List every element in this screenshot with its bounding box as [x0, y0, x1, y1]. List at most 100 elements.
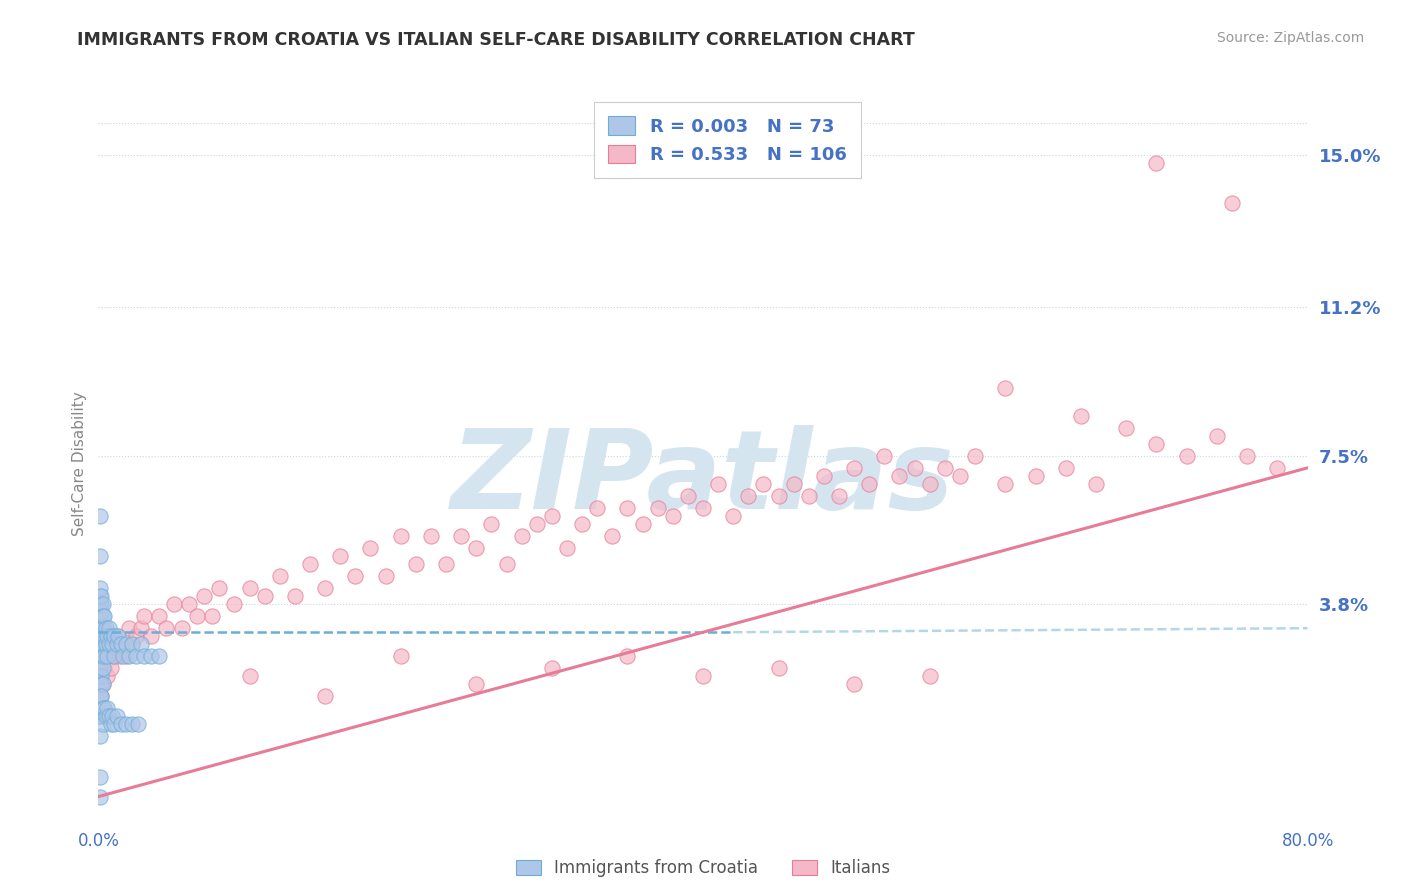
Point	[208, 581, 231, 595]
Point	[889, 468, 911, 483]
Point	[103, 649, 125, 664]
Point	[89, 709, 111, 723]
Legend: R = 0.003   N = 73, R = 0.533   N = 106: R = 0.003 N = 73, R = 0.533 N = 106	[593, 102, 860, 178]
Point	[141, 649, 163, 664]
Point	[118, 621, 141, 635]
Point	[91, 701, 114, 715]
Point	[101, 709, 124, 723]
Point	[96, 701, 118, 715]
Point	[434, 557, 457, 571]
Point	[179, 597, 201, 611]
Point	[737, 489, 759, 503]
Point	[129, 621, 152, 635]
Point	[141, 629, 163, 643]
Point	[1024, 468, 1046, 483]
Point	[676, 489, 699, 503]
Point	[526, 516, 548, 531]
Point	[89, 581, 111, 595]
Point	[813, 468, 835, 483]
Point	[692, 669, 714, 683]
Point	[465, 541, 488, 555]
Point	[510, 529, 533, 543]
Point	[93, 701, 115, 715]
Point	[389, 649, 412, 664]
Point	[94, 709, 117, 723]
Point	[602, 529, 624, 543]
Point	[91, 609, 114, 624]
Point	[89, 669, 111, 683]
Point	[224, 597, 246, 611]
Point	[90, 637, 112, 651]
Point	[89, 621, 111, 635]
Point	[155, 621, 177, 635]
Point	[89, 730, 111, 744]
Point	[105, 709, 128, 723]
Point	[101, 637, 124, 651]
Point	[98, 621, 121, 635]
Point	[918, 476, 941, 491]
Text: ZIPatlas: ZIPatlas	[451, 425, 955, 532]
Point	[89, 629, 111, 643]
Point	[555, 541, 578, 555]
Point	[96, 669, 118, 683]
Point	[89, 589, 111, 603]
Point	[90, 677, 112, 691]
Point	[934, 460, 956, 475]
Point	[121, 637, 143, 651]
Point	[96, 649, 118, 664]
Y-axis label: Self-Care Disability: Self-Care Disability	[72, 392, 87, 536]
Point	[873, 449, 896, 463]
Point	[129, 637, 152, 651]
Point	[89, 789, 111, 804]
Point	[844, 460, 866, 475]
Point	[90, 690, 112, 704]
Point	[481, 516, 503, 531]
Point	[93, 609, 115, 624]
Point	[616, 649, 638, 664]
Point	[571, 516, 593, 531]
Point	[94, 637, 117, 651]
Point	[374, 569, 396, 583]
Point	[90, 709, 112, 723]
Point	[127, 717, 149, 731]
Point	[89, 770, 111, 784]
Point	[98, 649, 121, 664]
Point	[91, 677, 114, 691]
Point	[201, 609, 224, 624]
Point	[90, 649, 112, 664]
Point	[949, 468, 972, 483]
Point	[107, 629, 129, 643]
Point	[89, 637, 111, 651]
Point	[647, 500, 669, 515]
Point	[90, 690, 112, 704]
Point	[125, 629, 148, 643]
Point	[904, 460, 927, 475]
Point	[111, 637, 134, 651]
Point	[844, 677, 866, 691]
Point	[299, 557, 322, 571]
Point	[284, 589, 307, 603]
Point	[90, 621, 112, 635]
Point	[269, 569, 291, 583]
Point	[125, 649, 148, 664]
Point	[90, 589, 112, 603]
Point	[450, 529, 472, 543]
Point	[540, 508, 562, 523]
Point	[965, 449, 987, 463]
Point	[723, 508, 745, 523]
Point	[1175, 449, 1198, 463]
Point	[1267, 460, 1289, 475]
Point	[752, 476, 775, 491]
Point	[93, 661, 115, 675]
Point	[918, 669, 941, 683]
Point	[360, 541, 382, 555]
Point	[91, 597, 114, 611]
Point	[540, 661, 562, 675]
Point	[100, 717, 122, 731]
Point	[783, 476, 806, 491]
Point	[93, 649, 115, 664]
Point	[616, 500, 638, 515]
Point	[858, 476, 880, 491]
Point	[94, 649, 117, 664]
Point	[89, 549, 111, 563]
